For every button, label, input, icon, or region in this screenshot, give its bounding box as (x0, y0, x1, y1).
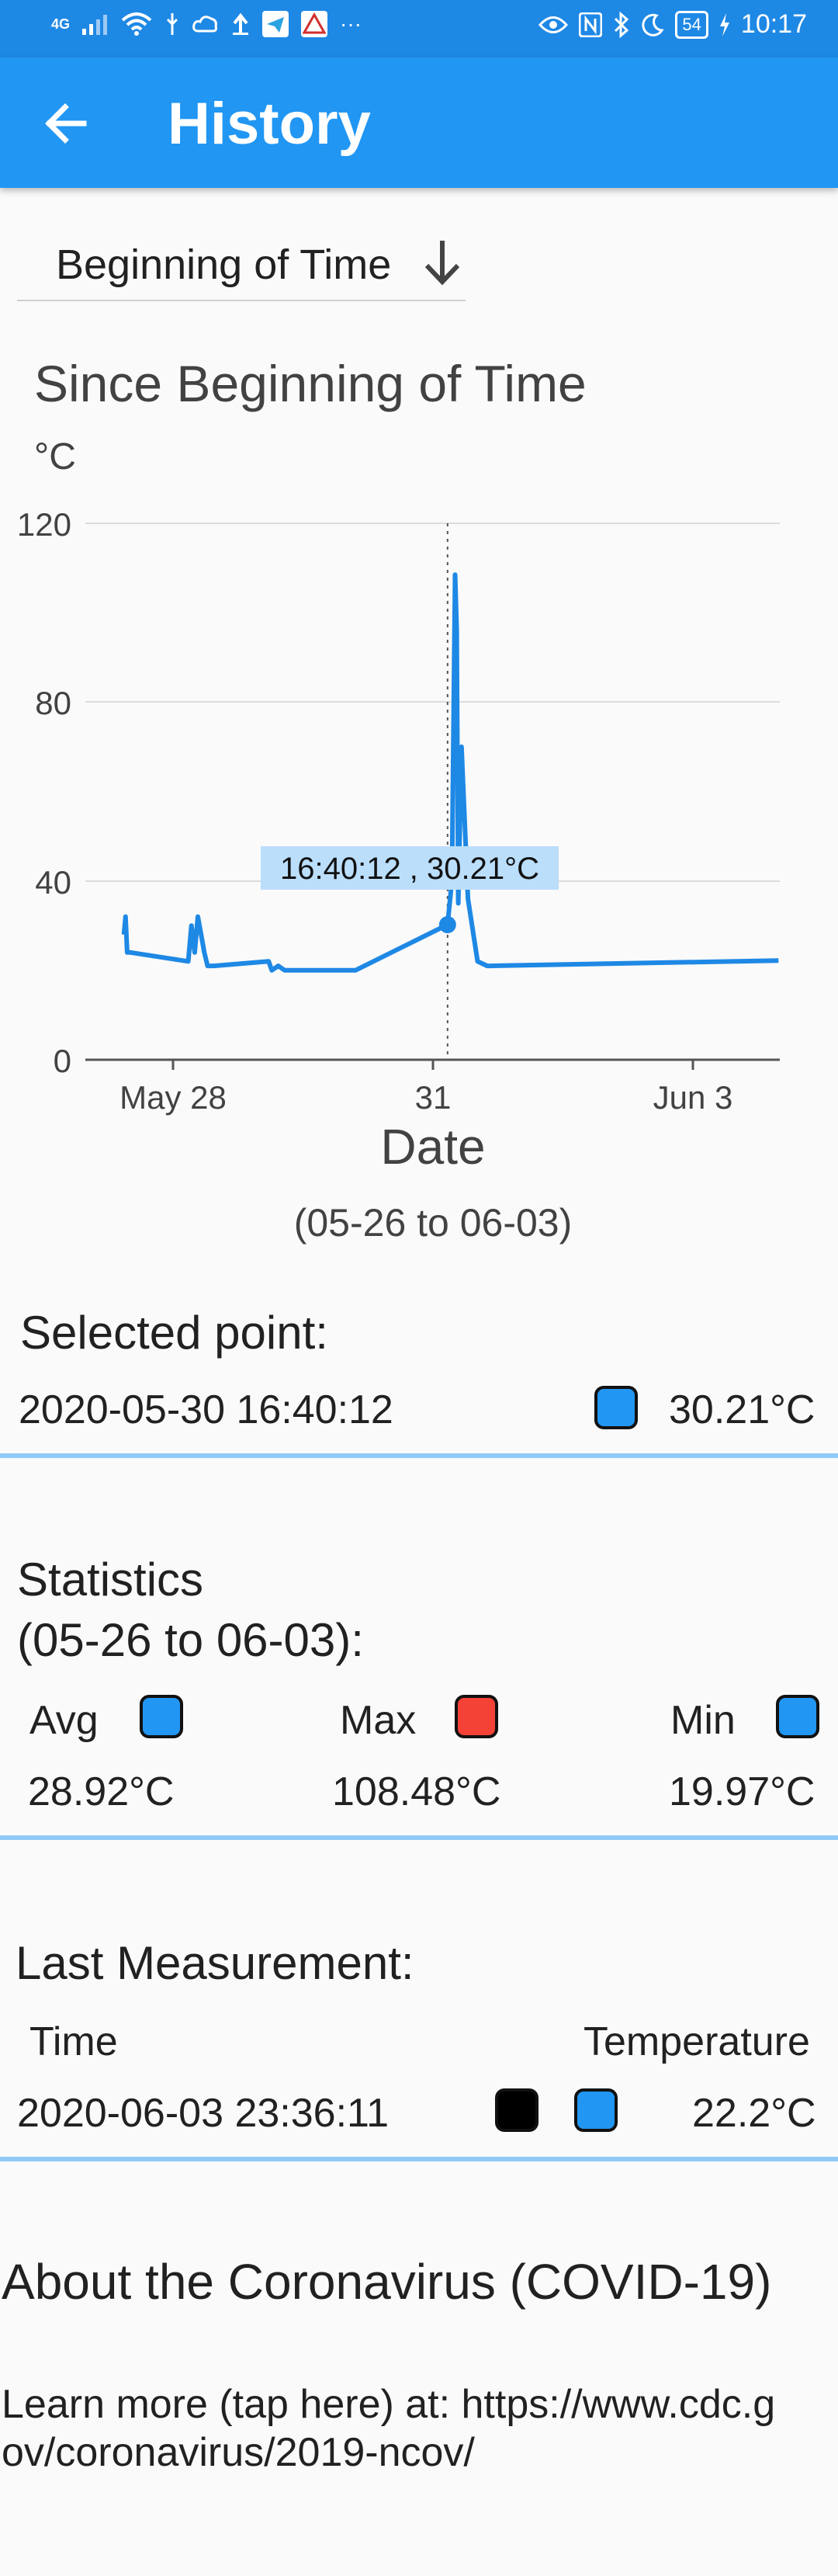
last-measurement-swatch-dark (495, 2088, 538, 2132)
selected-point-marker[interactable] (438, 916, 456, 934)
app-bar: History (0, 57, 838, 188)
avg-value: 28.92°C (28, 1769, 175, 1814)
min-color-swatch (776, 1695, 819, 1738)
time-column-header: Time (29, 2019, 118, 2064)
y-tick-80: 80 (35, 685, 71, 721)
y-axis-unit: °C (34, 436, 76, 477)
status-left-icons: 4G ··· (51, 11, 362, 37)
divider (0, 1453, 838, 1458)
x-tick-jun3: Jun 3 (653, 1079, 733, 1116)
about-title: About the Coronavirus (COVID-19) (2, 2254, 772, 2310)
last-measurement-temperature: 22.2°C (692, 2091, 816, 2136)
cloud-icon (192, 16, 218, 33)
temperature-column-header: Temperature (583, 2019, 810, 2064)
max-value: 108.48°C (332, 1769, 501, 1814)
selected-point-color-swatch (594, 1386, 638, 1429)
max-label: Max (340, 1698, 417, 1743)
selected-point-value: 30.21°C (669, 1387, 815, 1432)
status-bar: 4G ··· 54 10:17 (0, 0, 838, 57)
min-value: 19.97°C (669, 1769, 815, 1814)
moon-icon (642, 13, 664, 36)
nfc-icon (579, 12, 603, 37)
statistics-range: (05-26 to 06-03): (17, 1614, 364, 1666)
clock: 10:17 (740, 9, 807, 39)
max-color-swatch (455, 1695, 498, 1738)
usb-icon (166, 13, 178, 35)
y-tick-40: 40 (35, 864, 71, 901)
last-measurement-title: Last Measurement: (16, 1937, 414, 1989)
x-tick-may28: May 28 (119, 1079, 227, 1116)
range-dropdown-value: Beginning of Time (56, 241, 392, 288)
min-label: Min (670, 1698, 736, 1743)
wifi-icon (121, 12, 152, 36)
more-notifications-icon: ··· (340, 12, 362, 36)
avg-label: Avg (29, 1698, 99, 1743)
learn-more-link[interactable]: Learn more (tap here) at: https://www.cd… (2, 2382, 776, 2475)
selected-point-title: Selected point: (20, 1307, 328, 1359)
x-axis-title: Date (380, 1119, 486, 1175)
charging-icon (719, 12, 729, 36)
temperature-chart[interactable]: °C 120 80 40 0 May 28 31 Jun 3 16:40:12 … (0, 435, 838, 1118)
page-title: History (168, 91, 371, 157)
range-dropdown[interactable]: Beginning of Time (17, 217, 466, 301)
statistics-title: Statistics (17, 1554, 204, 1606)
warning-app-icon (301, 11, 328, 37)
eye-icon (538, 16, 569, 33)
temperature-series-line (121, 572, 779, 973)
back-arrow-icon[interactable] (39, 96, 93, 151)
chart-date-range: (05-26 to 06-03) (293, 1201, 573, 1245)
y-tick-0: 0 (54, 1043, 71, 1079)
signal-icon (82, 15, 108, 35)
y-tick-120: 120 (17, 506, 71, 543)
status-right-icons: 54 10:17 (538, 9, 807, 40)
avg-color-swatch (140, 1695, 183, 1738)
divider (0, 2157, 838, 2161)
chart-title: Since Beginning of Time (34, 355, 587, 412)
tooltip-text: 16:40:12 , 30.21°C (280, 852, 539, 886)
network-type: 4G (51, 16, 71, 32)
x-tick-31: 31 (415, 1079, 452, 1116)
battery-indicator: 54 (675, 10, 708, 39)
telegram-icon (262, 11, 289, 37)
upload-icon (233, 12, 249, 35)
last-measurement-swatch-blue (574, 2088, 618, 2132)
last-measurement-time: 2020-06-03 23:36:11 (17, 2091, 389, 2136)
arrow-down-icon (424, 241, 460, 286)
selected-point-datetime: 2020-05-30 16:40:12 (19, 1387, 393, 1432)
bluetooth-icon (615, 11, 629, 38)
divider (0, 1835, 838, 1840)
tooltip-box (261, 846, 559, 890)
